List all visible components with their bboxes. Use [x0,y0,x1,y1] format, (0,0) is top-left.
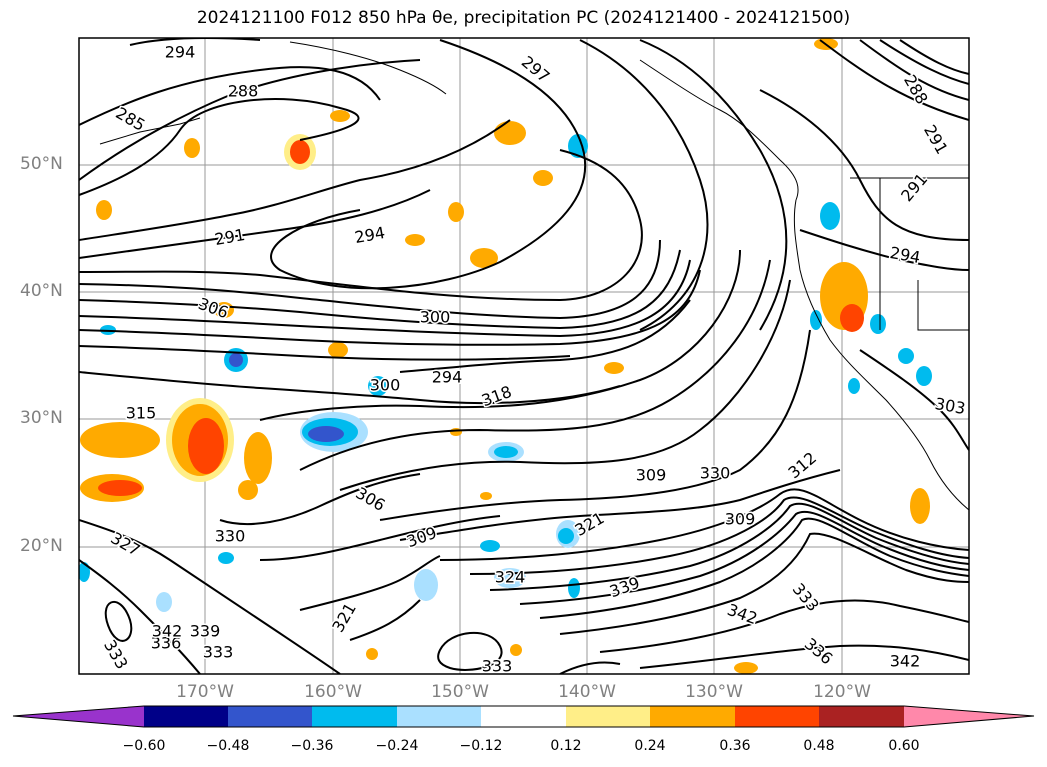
colorbar-seg-3 [312,706,397,727]
contour-label: 297 [518,52,554,86]
contour-label: 336 [801,634,837,668]
colorbar-tick-label: −0.12 [459,738,503,754]
contour-label: 294 [432,368,463,387]
colorbar-tick-label: −0.36 [290,738,334,754]
contour-label: 324 [495,568,526,587]
contour-label: 306 [196,294,231,322]
contour-label: 303 [725,510,756,529]
map-frame [78,37,970,675]
colorbar-seg-7 [650,706,735,727]
contour-label: 342 [152,622,183,641]
contour-label: 342 [890,652,921,671]
contour-label: 342 [725,600,760,628]
colorbar-seg-9 [819,706,904,727]
contour-label: 339 [190,622,221,641]
contour-label: 288 [228,82,259,101]
lat-label-20n: 20°N [20,536,63,556]
contour-label: 339 [607,573,642,601]
contour-label: 333 [482,657,513,676]
theta-e-contours [79,38,969,674]
contour-label: 294 [888,243,921,267]
colorbar [12,705,1035,728]
contour-label: 306 [353,483,389,515]
lon-label-150w: 150°W [431,682,489,702]
lat-label-30n: 30°N [20,408,63,428]
contour-label: 327 [108,528,144,560]
contour-label: 300 [420,308,451,327]
contour-label: 291 [920,122,952,158]
lon-label-140w: 140°W [558,682,616,702]
contour-label: 333 [100,637,132,673]
precip-shading [79,38,932,674]
colorbar-tick-label: 0.36 [719,738,751,754]
colorbar-tick-label: −0.60 [122,738,166,754]
contour-label: 291 [897,170,931,206]
colorbar-seg-0 [13,706,144,727]
colorbar-tick-label: −0.24 [375,738,419,754]
colorbar-seg-5 [481,706,566,727]
contour-label: 309 [725,510,756,529]
contour-label: 315 [126,404,157,423]
colorbar-tick-label: −0.48 [206,738,250,754]
lon-label-170w: 170°W [176,682,234,702]
contour-label: 330 [700,464,731,483]
lat-label-40n: 40°N [20,281,63,301]
contour-label: 303 [933,394,966,418]
lon-label-120w: 120°W [813,682,871,702]
colorbar-seg-10 [904,706,1034,727]
contour-label: 288 [900,72,932,108]
lon-label-160w: 160°W [304,682,362,702]
colorbar-seg-8 [735,706,819,727]
lat-label-50n: 50°N [20,154,63,174]
contour-label: 333 [203,643,234,662]
map-title: 2024121100 F012 850 hPa θe, precipitatio… [196,8,851,28]
colorbar-tick-label: 0.48 [803,738,835,754]
colorbar-seg-6 [566,706,650,727]
contour-label: 294 [353,223,386,247]
colorbar-tick-label: 0.24 [634,738,666,754]
coastlines [99,41,969,511]
contour-label: 291 [213,225,246,249]
contour-label: 300 [370,376,401,395]
colorbar-seg-2 [228,706,312,727]
contour-label: 336 [151,634,182,653]
contour-label: 309 [636,466,667,485]
colorbar-seg-4 [397,706,481,727]
contour-label: 330 [215,527,246,546]
contour-label: 294 [165,43,196,62]
colorbar-seg-1 [144,706,228,727]
lon-label-130w: 130°W [685,682,743,702]
colorbar-tick-label: 0.60 [888,738,920,754]
colorbar-tick-label: 0.12 [550,738,582,754]
